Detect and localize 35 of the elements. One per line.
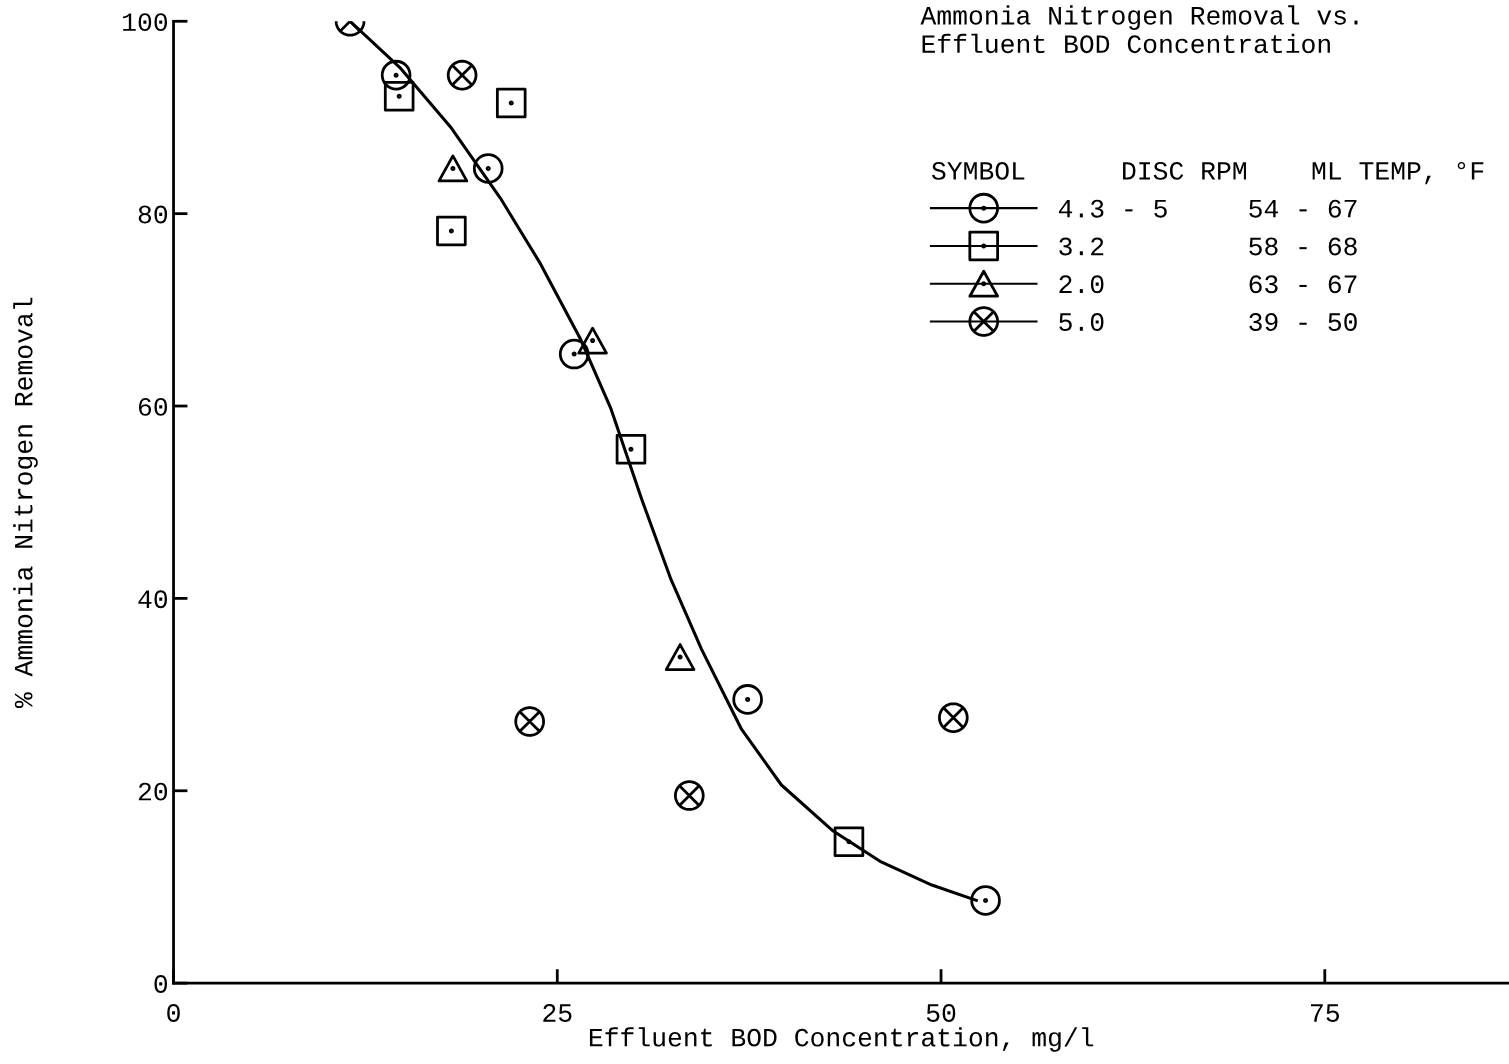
point <box>446 59 478 91</box>
point <box>495 87 527 119</box>
point <box>514 706 545 737</box>
point <box>383 81 415 112</box>
y-tick-label: 100 <box>123 13 168 32</box>
x-tick-label: 75 <box>1311 1004 1339 1022</box>
point <box>437 154 469 183</box>
point <box>970 885 1001 916</box>
legend-label: 5.0 39 - 50 <box>1059 313 1357 332</box>
y-tick-label: 20 <box>138 782 168 801</box>
legend-label: 2.0 63 - 67 <box>1059 275 1357 294</box>
point <box>472 153 504 184</box>
point <box>938 702 969 733</box>
point <box>674 780 705 811</box>
point <box>380 59 412 91</box>
x-tick-label: 25 <box>543 1004 572 1022</box>
legend-title: SYMBOL DISC RPM ML TEMP, °F <box>931 161 1484 185</box>
point <box>436 215 467 247</box>
x-axis-title: Effluent BOD Concentration, mg/l <box>589 1027 1094 1052</box>
legend-label: 3.2 58 - 68 <box>1059 237 1357 256</box>
point <box>833 826 865 858</box>
y-tick-label: 80 <box>138 205 168 224</box>
x-tick-label: 0 <box>167 1004 180 1022</box>
chart-title: Ammonia Nitrogen Removal vs. Effluent BOD Concentration <box>920 5 1358 54</box>
y-tick-label: 60 <box>138 397 168 416</box>
point <box>577 326 608 355</box>
point <box>558 338 590 370</box>
point <box>664 643 696 671</box>
y-tick-label: 40 <box>138 590 168 609</box>
x-tick-label: 50 <box>926 1004 956 1022</box>
legend-label: 4.3 - 5 54 - 67 <box>1058 199 1357 218</box>
y-tick-label: 0 <box>154 975 168 993</box>
y-axis-title: % Ammonia Nitrogen Removal <box>13 297 38 709</box>
point <box>615 434 647 465</box>
point <box>732 684 763 715</box>
